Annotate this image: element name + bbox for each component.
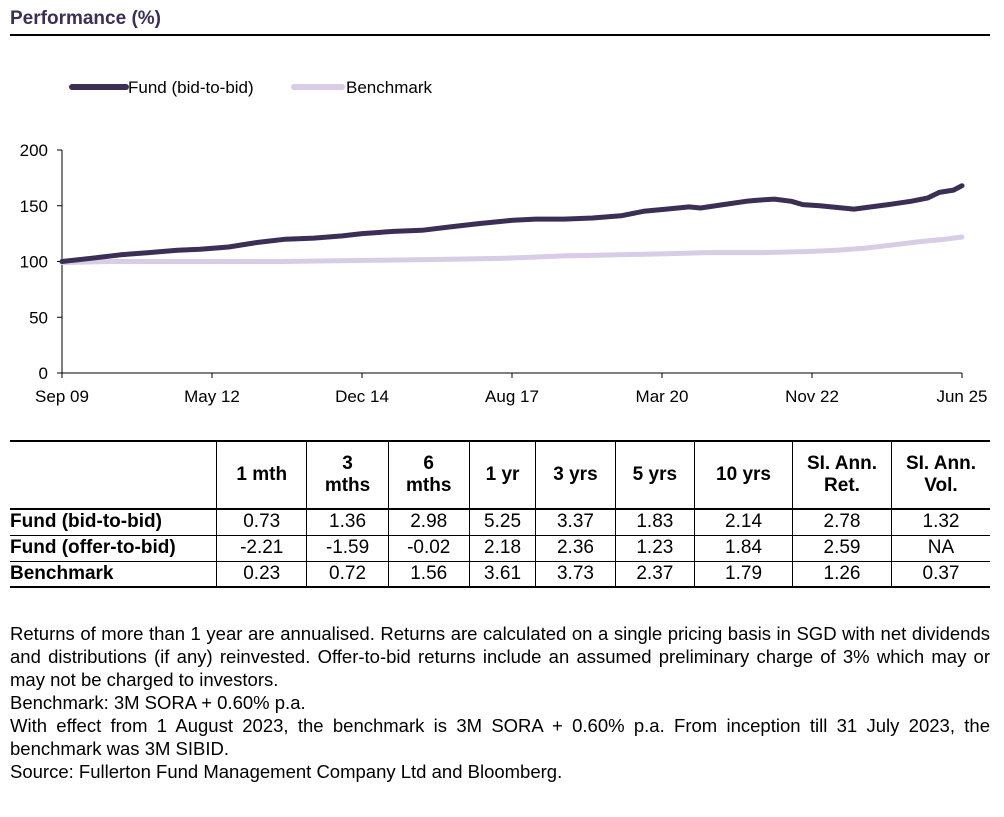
table-header-cell: 1 yr [468, 441, 536, 509]
y-tick-label: 0 [39, 364, 48, 383]
table-cell: -0.02 [387, 535, 470, 561]
performance-table: 1 mth 3 mths 6 mths 1 yr 3 yrs 5 yrs 10 yr… [10, 440, 990, 588]
table-cell: 3.73 [535, 561, 616, 587]
y-tick-label: 150 [20, 197, 48, 216]
table-cell: 1.26 [792, 561, 892, 587]
source-note: Source: Fullerton Fund Management Compan… [10, 761, 563, 782]
table-header-cell: SI. Ann. Vol. [891, 441, 990, 509]
table-header-cell: 3 mths [306, 441, 389, 509]
benchmark-note: Benchmark: 3M SORA + 0.60% p.a. [10, 692, 306, 713]
x-tick-label: Mar 20 [636, 387, 689, 406]
legend-label-fund: Fund (bid-to-bid) [128, 78, 254, 97]
y-tick-label: 100 [20, 253, 48, 272]
table-header-cell: 6 mths [387, 441, 470, 509]
chart-axes: 0 50 100 150 200 Sep 09 May 12 Dec 14 Aug 17 Mar … [20, 141, 988, 406]
table-header-row: 1 mth 3 mths 6 mths 1 yr 3 yrs 5 yrs 10 yr… [10, 441, 990, 509]
table-cell: 3.37 [535, 509, 616, 535]
table-cell: 2.37 [614, 561, 695, 587]
table-cell: 1.83 [614, 509, 695, 535]
y-tick-label: 200 [20, 141, 48, 160]
row-label: Benchmark [10, 562, 114, 584]
x-tick-label: Nov 22 [785, 387, 839, 406]
table-header-cell: SI. Ann. Ret. [792, 441, 892, 509]
benchmark-change-note: With effect from 1 August 2023, the benc… [10, 715, 990, 759]
series-line-fund [59, 183, 965, 264]
table-cell: NA [891, 535, 990, 561]
table-cell: 3.61 [468, 561, 536, 587]
legend-label-benchmark: Benchmark [346, 78, 432, 97]
title-divider [10, 34, 990, 36]
table-cell: 5.25 [468, 509, 536, 535]
table-cell: 1.32 [891, 509, 990, 535]
row-label: Fund (offer-to-bid) [10, 537, 176, 558]
table-cell: -2.21 [215, 535, 307, 561]
table-cell: 1.56 [387, 561, 470, 587]
x-tick-label: Aug 17 [485, 387, 539, 406]
table-row: Fund (bid-to-bid) 0.73 1.36 2.98 5.25 3.… [10, 509, 990, 535]
table-cell: 1.79 [694, 561, 793, 587]
table-header-cell: 1 mth [215, 441, 307, 509]
table-row: Benchmark 0.23 0.72 1.56 3.61 3.73 2.37 … [10, 561, 990, 587]
x-tick-label: Jun 25 [936, 387, 987, 406]
series-line-benchmark [59, 234, 965, 266]
table-cell: 0.73 [215, 509, 307, 535]
table-cell: 0.72 [306, 561, 389, 587]
table-cell: 2.98 [387, 509, 470, 535]
x-tick-label: Sep 09 [35, 387, 89, 406]
table-cell: 2.14 [694, 509, 793, 535]
table-cell: 1.84 [694, 535, 793, 561]
table-header-cell [10, 441, 217, 509]
returns-note: Returns of more than 1 year are annualis… [10, 623, 990, 690]
table-cell: 0.37 [891, 561, 990, 587]
table-header-cell: 10 yrs [694, 441, 793, 509]
table-header-cell: 3 yrs [535, 441, 616, 509]
footnotes: Returns of more than 1 year are annualis… [10, 622, 990, 783]
chart-series [59, 183, 965, 266]
table-cell: 2.78 [792, 509, 892, 535]
table-cell: 1.36 [306, 509, 389, 535]
x-tick-label: Dec 14 [335, 387, 389, 406]
chart-legend: Fund (bid-to-bid) Benchmark [69, 78, 432, 97]
x-tick-label: May 12 [184, 387, 240, 406]
performance-chart: Fund (bid-to-bid) Benchmark 0 50 100 150 200… [20, 78, 988, 406]
table-cell: 2.36 [535, 535, 616, 561]
section-title: Performance (%) [10, 8, 161, 29]
row-label: Fund (bid-to-bid) [10, 511, 162, 533]
table-cell: 2.18 [468, 535, 536, 561]
table-cell: -1.59 [306, 535, 389, 561]
table-cell: 2.59 [792, 535, 892, 561]
table-row: Fund (offer-to-bid) -2.21 -1.59 -0.02 2.… [10, 535, 990, 561]
y-tick-label: 50 [29, 308, 48, 327]
table-cell: 0.23 [215, 561, 307, 587]
table-cell: 1.23 [614, 535, 695, 561]
table-header-cell: 5 yrs [614, 441, 695, 509]
